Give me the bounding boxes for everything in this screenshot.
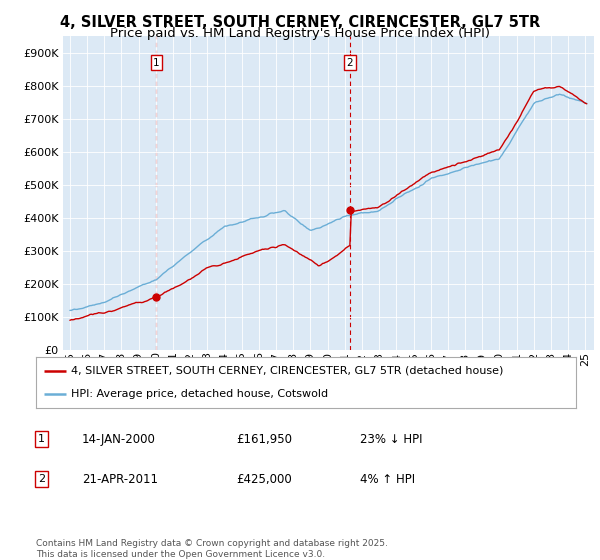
Text: Contains HM Land Registry data © Crown copyright and database right 2025.
This d: Contains HM Land Registry data © Crown c… [36, 539, 388, 559]
Text: 21-APR-2011: 21-APR-2011 [82, 473, 158, 486]
Text: HPI: Average price, detached house, Cotswold: HPI: Average price, detached house, Cots… [71, 389, 328, 399]
Text: 23% ↓ HPI: 23% ↓ HPI [360, 433, 422, 446]
Text: 1: 1 [38, 435, 45, 444]
Text: 2: 2 [38, 474, 45, 484]
Text: 1: 1 [153, 58, 160, 68]
Text: 2: 2 [347, 58, 353, 68]
Text: Price paid vs. HM Land Registry's House Price Index (HPI): Price paid vs. HM Land Registry's House … [110, 27, 490, 40]
Text: 14-JAN-2000: 14-JAN-2000 [82, 433, 156, 446]
Text: 4, SILVER STREET, SOUTH CERNEY, CIRENCESTER, GL7 5TR: 4, SILVER STREET, SOUTH CERNEY, CIRENCES… [60, 15, 540, 30]
Text: £161,950: £161,950 [236, 433, 292, 446]
Text: £425,000: £425,000 [236, 473, 292, 486]
Text: 4, SILVER STREET, SOUTH CERNEY, CIRENCESTER, GL7 5TR (detached house): 4, SILVER STREET, SOUTH CERNEY, CIRENCES… [71, 366, 503, 376]
Text: 4% ↑ HPI: 4% ↑ HPI [360, 473, 415, 486]
